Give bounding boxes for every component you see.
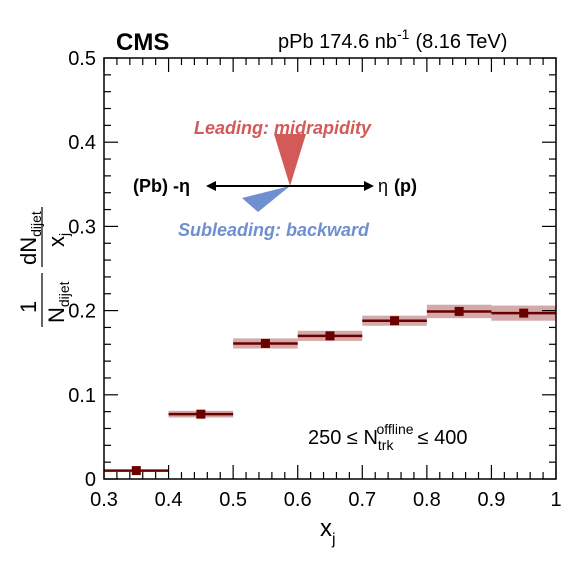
x-tick-label-6: 0.9: [478, 489, 506, 511]
luminosity-prefix: pPb 174.6 nb: [278, 31, 397, 53]
x-tick-label-5: 0.8: [413, 489, 441, 511]
data-point-4: [390, 316, 400, 326]
data-point-1: [196, 409, 206, 419]
x-tick-label-4: 0.7: [348, 489, 376, 511]
y-tick-label-3: 0.3: [68, 216, 96, 238]
svg-text:xj: xj: [44, 233, 72, 247]
y-axis-title: 1 Ndijet dNdijet xj: [16, 207, 72, 327]
right-direction-eta: η: [378, 176, 388, 196]
data-point-2: [260, 338, 270, 348]
y-tick-label-0: 0: [85, 469, 96, 491]
y-tick-labels: 0 0.1 0.2 0.3 0.4 0.5: [68, 48, 96, 491]
cut-suffix: ≤ 400: [418, 427, 468, 449]
leading-annotation: Leading: midrapidity: [194, 118, 372, 138]
x-tick-label-0: 0.3: [90, 489, 118, 511]
svg-text:Ndijet: Ndijet: [44, 281, 72, 323]
x-tick-labels: 0.3 0.4 0.5 0.6 0.7 0.8 0.9 1: [90, 489, 561, 511]
y-tick-label-1: 0.1: [68, 385, 96, 407]
luminosity-exponent: -1: [397, 26, 410, 42]
plot-frame: [103, 57, 557, 480]
right-direction-beam: (p): [394, 176, 417, 196]
data-point-3: [325, 331, 335, 341]
svg-text:1: 1: [16, 301, 41, 313]
cut-subscript: trk: [378, 437, 395, 453]
x-title-sub: j: [331, 531, 336, 548]
energy-label: (8.16 TeV): [415, 31, 507, 53]
data-markers: [131, 306, 529, 476]
y-title-prefactor-den: N: [44, 307, 69, 323]
svg-text:dNdijet: dNdijet: [16, 211, 44, 265]
subleading-annotation: Subleading: backward: [178, 220, 370, 240]
y-title-denominator-sub: j: [56, 233, 72, 237]
left-direction-label: (Pb) -η: [133, 176, 190, 196]
data-point-6: [519, 308, 529, 318]
y-title-prefactor-den-sub: dijet: [56, 281, 72, 307]
x-tick-label-1: 0.4: [155, 489, 183, 511]
y-title-prefactor-num: 1: [16, 301, 41, 313]
y-title-numerator-sub: dijet: [28, 211, 44, 237]
x-tick-label-7: 1: [550, 489, 561, 511]
cut-superscript: offline: [376, 421, 413, 437]
experiment-label: CMS: [116, 29, 169, 56]
eta-axis-left-arrow: [206, 181, 216, 191]
x-tick-label-3: 0.6: [284, 489, 312, 511]
leading-jet-cone: [274, 134, 306, 186]
cut-prefix: 250 ≤ N: [308, 427, 378, 449]
x-tick-label-2: 0.5: [219, 489, 247, 511]
axes: [103, 57, 557, 480]
y-tick-label-2: 0.2: [68, 301, 96, 323]
x-title-main: x: [320, 515, 332, 542]
y-title-numerator: dN: [16, 237, 41, 265]
data-point-0: [131, 466, 141, 476]
right-direction-label: η (p): [378, 176, 417, 196]
multiplicity-cut-label: 250 ≤ Ntrkoffline ≤ 400: [308, 421, 467, 453]
y-tick-label-4: 0.4: [68, 132, 96, 154]
luminosity-label: pPb 174.6 nb-1 (8.16 TeV): [278, 26, 507, 53]
subleading-jet-cone: [242, 186, 290, 212]
y-title-denominator: x: [44, 236, 69, 247]
data-point-5: [454, 306, 464, 316]
eta-axis-right-arrow: [364, 181, 374, 191]
x-axis-title: xj: [320, 515, 336, 548]
y-tick-label-5: 0.5: [68, 48, 96, 70]
